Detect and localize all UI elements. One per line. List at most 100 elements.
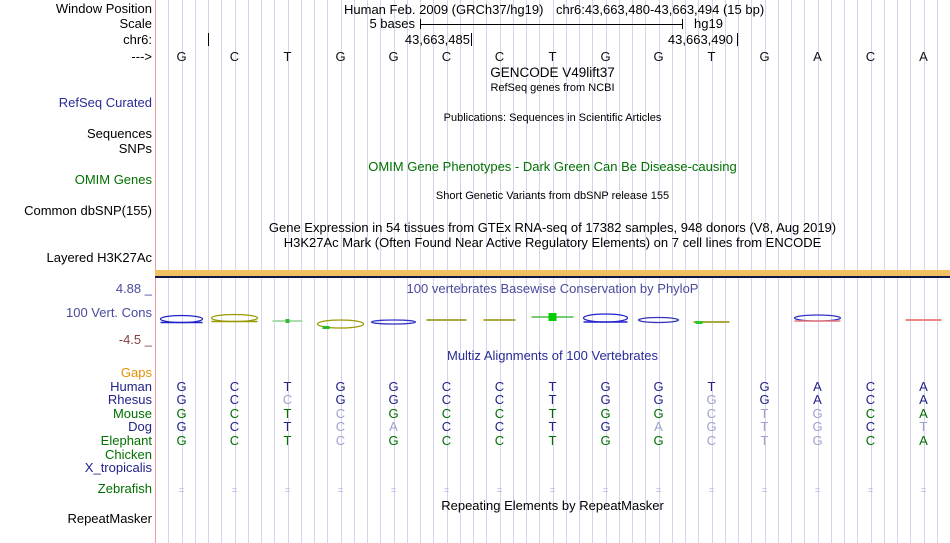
alignment-base: C <box>335 405 346 421</box>
scale-ruler-line <box>420 24 683 25</box>
species-label-elephant[interactable]: Elephant <box>100 433 152 448</box>
alignment-base: C <box>865 378 876 394</box>
track-title-repeatmasker[interactable]: Repeating Elements by RepeatMasker <box>441 498 664 513</box>
alignment-base: T <box>760 405 769 421</box>
species-label-chicken[interactable]: Chicken <box>105 446 152 462</box>
alignment-base: C <box>865 405 876 421</box>
species-label-x_tropicalis[interactable]: X_tropicalis <box>84 460 152 476</box>
conservation-shape <box>370 319 417 325</box>
track-title-dbsnp[interactable]: Short Genetic Variants from dbSNP releas… <box>435 190 670 202</box>
h3k27ac-signal-bar[interactable] <box>155 270 950 276</box>
alignment-base: C <box>494 392 505 408</box>
alignment-base: = <box>867 485 874 495</box>
alignment-base: G <box>388 405 399 421</box>
alignment-base: G <box>812 405 823 421</box>
alignment-base: C <box>494 419 505 435</box>
track-title-h3k27ac[interactable]: H3K27Ac Mark (Often Found Near Active Re… <box>283 235 822 250</box>
species-label-dog[interactable]: Dog <box>128 419 152 435</box>
alignment-base: C <box>441 378 452 394</box>
alignment-base: T <box>283 378 292 394</box>
alignment-base: T <box>283 405 292 421</box>
conservation-shape <box>793 314 842 322</box>
conservation-track[interactable] <box>155 305 950 337</box>
track-label-repeatmasker[interactable]: RepeatMasker <box>67 511 152 526</box>
track-title-multiz[interactable]: Multiz Alignments of 100 Vertebrates <box>446 348 658 363</box>
alignment-base: C <box>229 405 240 421</box>
alignment-base: C <box>441 419 452 435</box>
alignment-base: A <box>813 378 822 394</box>
alignment-base: C <box>865 419 876 435</box>
species-label-mouse[interactable]: Mouse <box>112 405 152 421</box>
track-label-100-vert-cons[interactable]: 100 Vert. Cons <box>66 305 152 320</box>
track-title-omim[interactable]: OMIM Gene Phenotypes - Dark Green Can Be… <box>368 159 737 174</box>
species-label-human[interactable]: Human <box>110 378 152 394</box>
alignment-base: T <box>760 419 769 435</box>
species-label-gaps[interactable]: Gaps <box>120 365 152 380</box>
alignment-base: A <box>654 419 663 435</box>
alignment-base: G <box>653 378 664 394</box>
track-label-snps[interactable]: SNPs <box>118 141 152 156</box>
sequence-base: C <box>441 49 452 64</box>
sequence-base: A <box>813 49 822 64</box>
alignment-base: C <box>865 433 876 448</box>
sequence-base: C <box>229 49 240 64</box>
assembly-title: Human Feb. 2009 (GRCh37/hg19) <box>344 2 544 17</box>
track-label-common-dbsnp[interactable]: Common dbSNP(155) <box>24 203 152 218</box>
alignment-base: C <box>706 433 717 448</box>
sequence-base: G <box>653 49 664 64</box>
alignment-base: = <box>920 485 927 495</box>
track-title-gencode[interactable]: GENCODE V49lift37 <box>490 65 615 80</box>
alignment-base: G <box>706 392 717 408</box>
sequence-base: G <box>176 49 187 64</box>
alignment-base: G <box>176 378 187 394</box>
alignment-base: G <box>759 392 770 408</box>
scale-ruler-right-tick <box>682 19 683 29</box>
alignment-base: C <box>282 392 293 408</box>
track-title-publications[interactable]: Publications: Sequences in Scientific Ar… <box>443 112 662 124</box>
ruler-tick <box>737 33 738 46</box>
alignment-base: C <box>335 433 346 448</box>
sequence-base: G <box>759 49 770 64</box>
alignment-base: T <box>919 419 928 435</box>
alignment-base: T <box>548 405 557 421</box>
alignment-base: C <box>706 405 717 421</box>
alignment-base: G <box>812 433 823 448</box>
alignment-base: G <box>653 405 664 421</box>
alignment-base: = <box>708 485 715 495</box>
alignment-base: = <box>496 485 503 495</box>
track-label-omim-genes[interactable]: OMIM Genes <box>74 172 152 187</box>
alignment-base: A <box>919 433 928 448</box>
alignment-base: T <box>283 433 292 448</box>
alignment-base: T <box>707 378 716 394</box>
alignment-base: G <box>176 433 187 448</box>
conservation-max-value: 4.88 _ <box>115 281 152 296</box>
alignment-base: T <box>760 433 769 448</box>
conservation-shape <box>637 316 680 324</box>
sequence-base: G <box>335 49 346 64</box>
alignment-base: = <box>549 485 556 495</box>
track-label-sequences[interactable]: Sequences <box>86 126 152 141</box>
alignment-base: = <box>814 485 821 495</box>
alignment-base: = <box>231 485 238 495</box>
track-title-refseq-ncbi[interactable]: RefSeq genes from NCBI <box>490 82 615 94</box>
species-label-zebrafish[interactable]: Zebrafish <box>97 480 152 496</box>
conservation-shape <box>695 321 703 324</box>
track-label-layered-h3k27ac[interactable]: Layered H3K27Ac <box>46 250 152 265</box>
sequence-base: T <box>707 49 716 64</box>
conservation-shape <box>285 319 290 323</box>
alignment-base: T <box>548 433 557 448</box>
alignment-base: G <box>706 419 717 435</box>
alignment-base: A <box>813 392 822 408</box>
sequence-base: T <box>548 49 557 64</box>
track-label-refseq-curated[interactable]: RefSeq Curated <box>58 95 152 110</box>
conservation-shape <box>316 319 365 329</box>
alignment-base: G <box>812 419 823 435</box>
track-title-conservation[interactable]: 100 vertebrates Basewise Conservation by… <box>406 281 699 296</box>
species-label-rhesus[interactable]: Rhesus <box>107 392 152 408</box>
conservation-min-value: -4.5 _ <box>118 332 152 347</box>
strand-arrow-label[interactable]: ---> <box>131 49 152 64</box>
alignment-base: G <box>600 405 611 421</box>
track-title-gtex[interactable]: Gene Expression in 54 tissues from GTEx … <box>268 220 837 235</box>
alignment-base: G <box>388 392 399 408</box>
